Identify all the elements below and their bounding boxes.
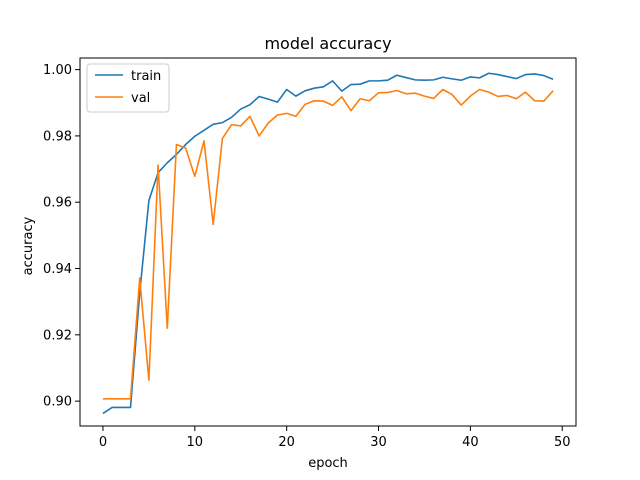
series-lines: [102, 72, 554, 415]
legend-box: [86, 63, 170, 113]
legend-val-label: val: [131, 91, 150, 106]
series-line-val: [102, 88, 554, 400]
x-tick-label: 20: [278, 435, 295, 450]
y-tick-label: 1.00: [43, 63, 72, 78]
x-axis: 0 10 20 30 40 50: [99, 426, 571, 450]
legend-train-label: train: [131, 69, 161, 84]
legend: train val: [86, 63, 170, 113]
y-tick-label: 0.96: [43, 196, 72, 211]
x-tick-label: 0: [99, 435, 107, 450]
y-tick-label: 0.90: [43, 395, 72, 410]
y-tick-label: 0.94: [43, 262, 72, 277]
x-tick-label: 40: [462, 435, 479, 450]
x-tick-label: 10: [187, 435, 204, 450]
x-tick-label: 50: [554, 435, 571, 450]
x-tick-label: 30: [370, 435, 387, 450]
y-tick-label: 0.98: [43, 129, 72, 144]
series-line-train: [102, 72, 554, 415]
x-axis-label: epoch: [308, 456, 348, 471]
chart-title: model accuracy: [264, 34, 391, 53]
axes-frame: [79, 57, 577, 427]
y-axis: 0.90 0.92 0.94 0.96 0.98 1.00: [43, 63, 80, 410]
y-axis-label: accuracy: [21, 216, 36, 275]
y-tick-label: 0.92: [43, 328, 72, 343]
